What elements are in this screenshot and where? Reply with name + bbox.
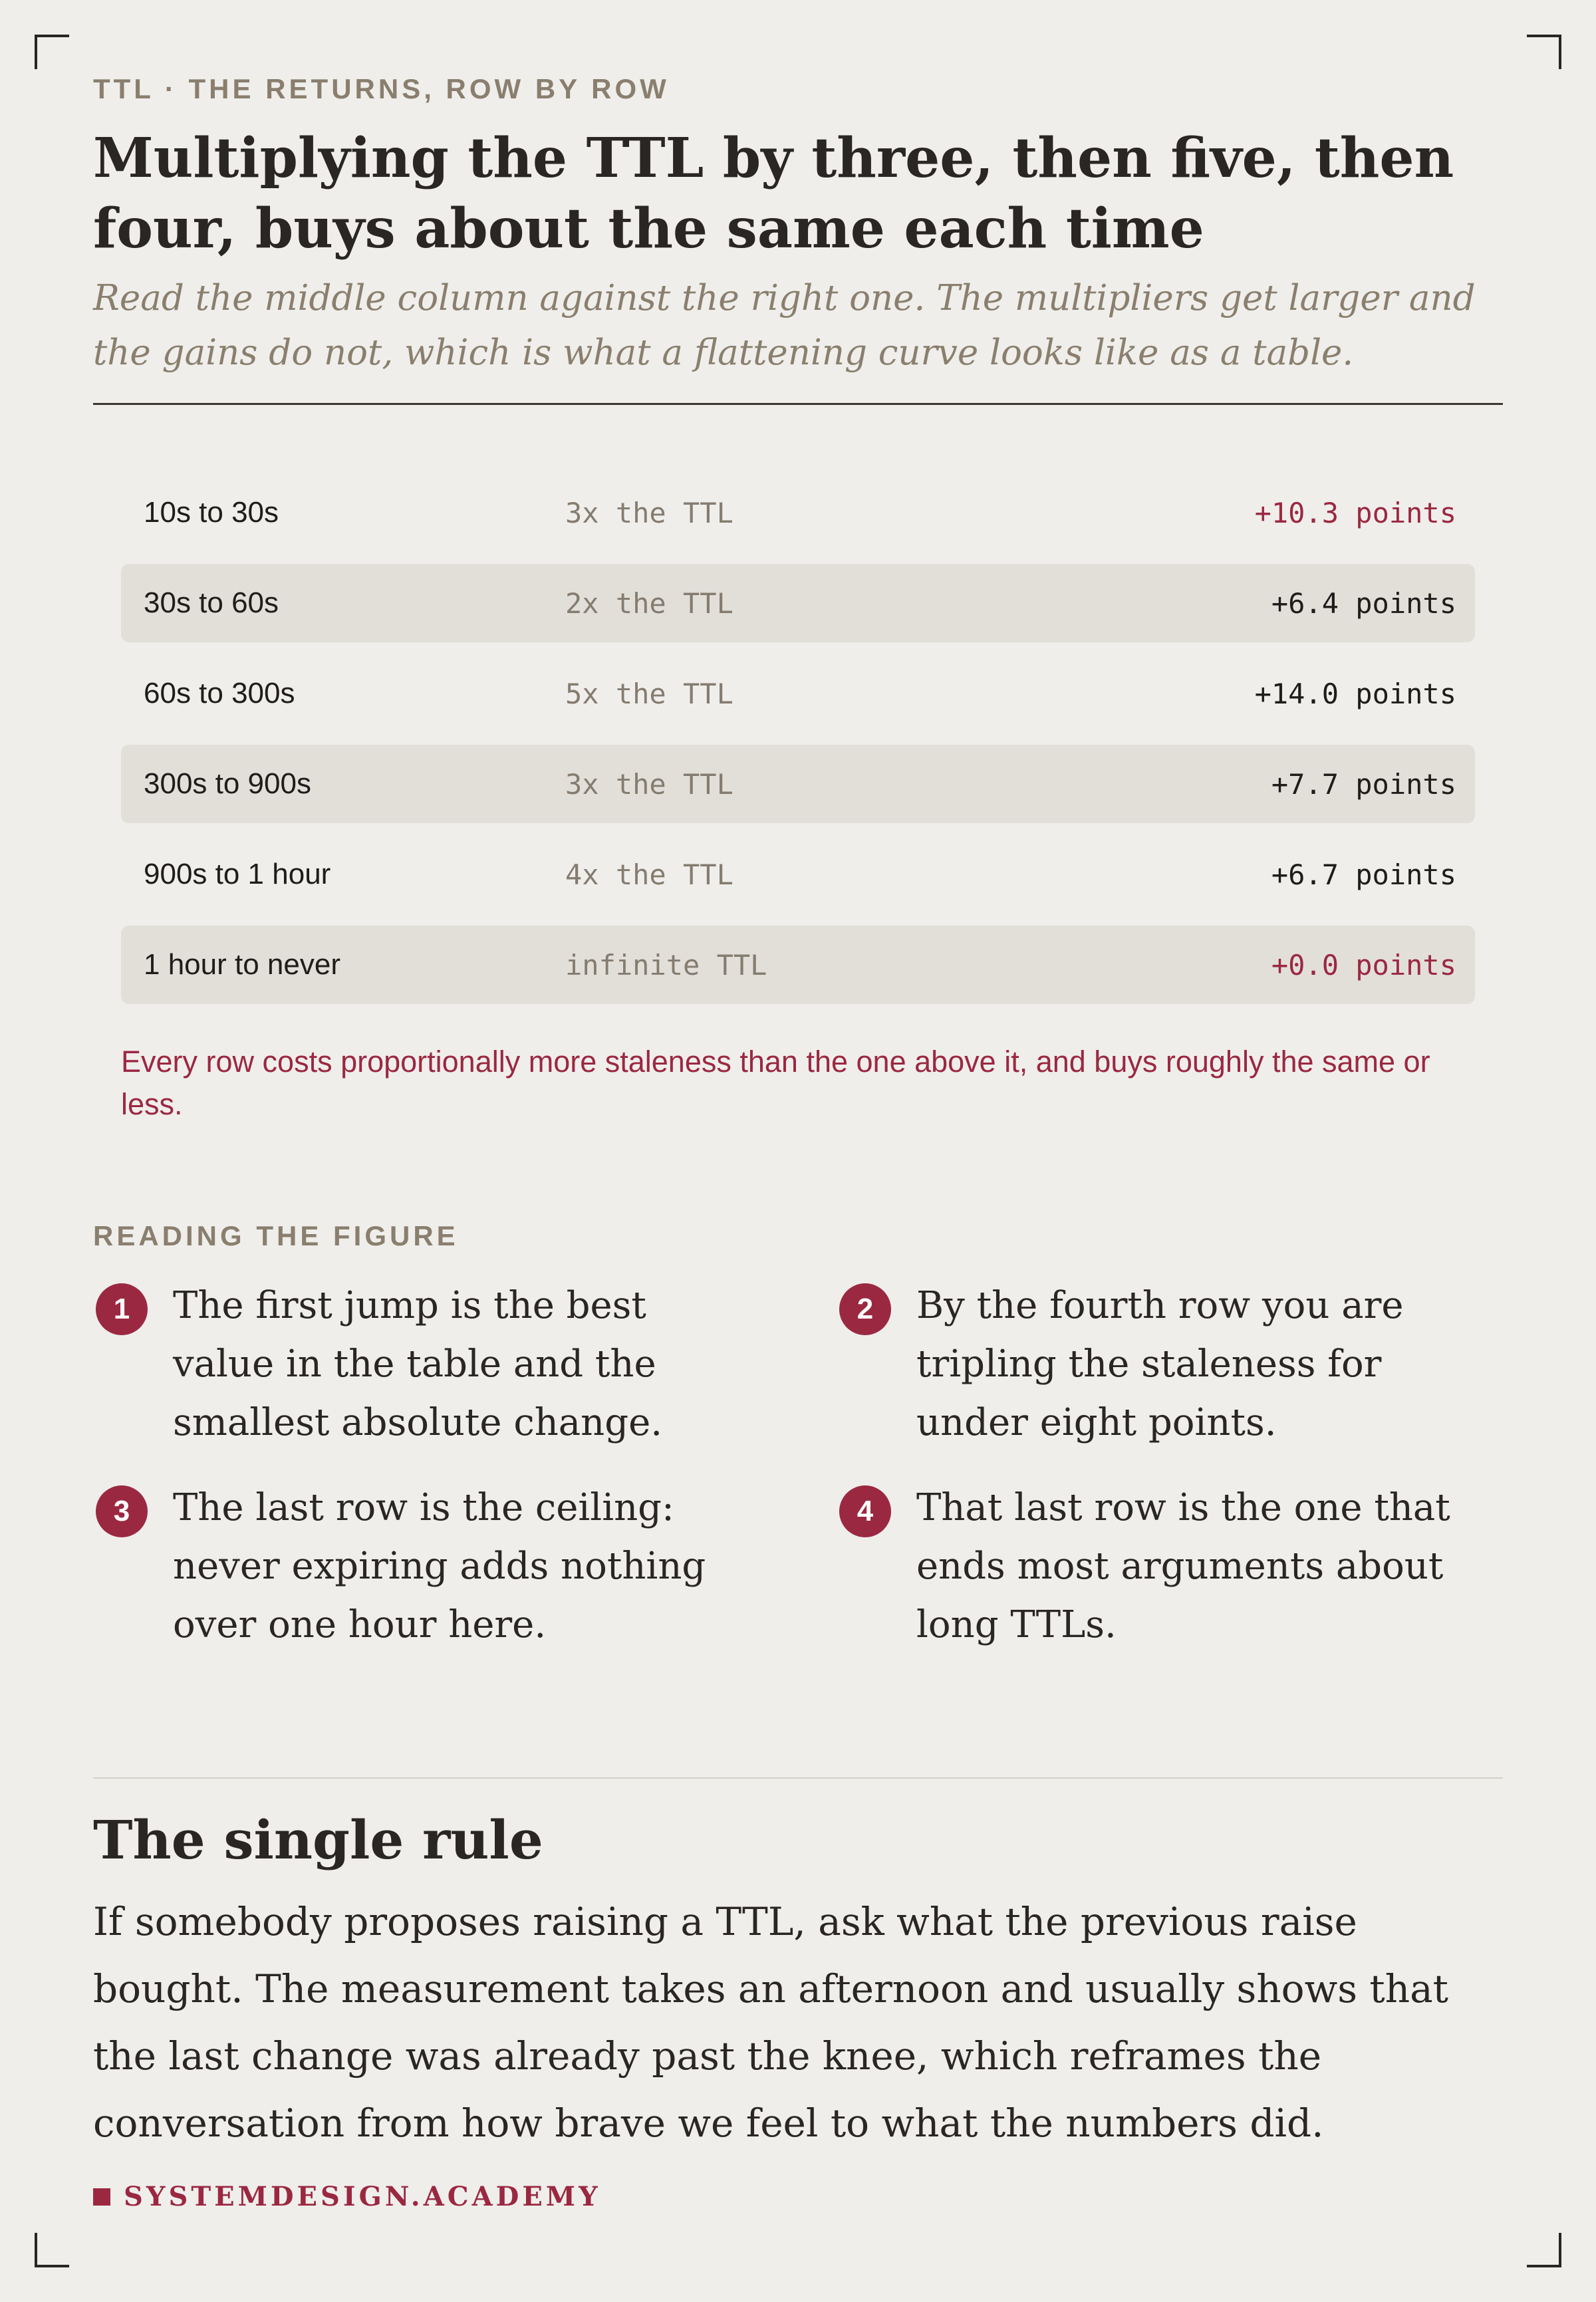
section-divider: [93, 1777, 1503, 1779]
table-row: 60s to 300s 5x the TTL +14.0 points: [121, 654, 1475, 733]
corner-mark-top-left: [35, 35, 69, 69]
row-range: 30s to 60s: [144, 586, 279, 619]
number-badge: 2: [839, 1283, 891, 1335]
reading-point-text: That last row is the one that ends most …: [916, 1486, 1450, 1646]
returns-table: 10s to 30s 3x the TTL +10.3 points 30s t…: [121, 473, 1475, 1016]
corner-mark-bottom-right: [1527, 2233, 1561, 2267]
brand-name: SYSTEMDESIGN.ACADEMY: [124, 2181, 601, 2212]
eyebrow-label: TTL · THE RETURNS, ROW BY ROW: [93, 73, 670, 104]
rule-heading: The single rule: [93, 1809, 543, 1871]
row-range: 1 hour to never: [144, 948, 340, 981]
row-multiplier: 3x the TTL: [565, 767, 733, 801]
row-range: 900s to 1 hour: [144, 858, 331, 890]
row-gain: +14.0 points: [1254, 677, 1456, 710]
reading-section-label: READING THE FIGURE: [93, 1220, 459, 1251]
header-divider: [93, 403, 1503, 405]
table-note: Every row costs proportionally more stal…: [121, 1045, 1430, 1121]
table-row: 1 hour to never infinite TTL +0.0 points: [121, 926, 1475, 1004]
page-subtitle: Read the middle column against the right…: [93, 278, 1476, 373]
number-badge: 1: [96, 1283, 148, 1335]
reading-point-text: The last row is the ceiling: never expir…: [173, 1486, 706, 1646]
table-row: 900s to 1 hour 4x the TTL +6.7 points: [121, 835, 1475, 914]
row-gain: +10.3 points: [1254, 496, 1456, 529]
row-gain: +0.0 points: [1271, 948, 1456, 981]
row-multiplier: infinite TTL: [565, 948, 767, 981]
row-range: 60s to 300s: [144, 677, 295, 709]
table-row: 300s to 900s 3x the TTL +7.7 points: [121, 745, 1475, 823]
row-multiplier: 3x the TTL: [565, 496, 733, 529]
number-badge: 4: [839, 1485, 891, 1537]
corner-mark-top-right: [1527, 35, 1561, 69]
reading-point-text: The first jump is the best value in the …: [173, 1284, 663, 1444]
corner-mark-bottom-left: [35, 2233, 69, 2267]
table-row: 10s to 30s 3x the TTL +10.3 points: [121, 473, 1475, 552]
footer-brand: SYSTEMDESIGN.ACADEMY: [93, 2181, 601, 2212]
row-range: 10s to 30s: [144, 496, 279, 529]
number-badge: 3: [96, 1485, 148, 1537]
square-bullet-icon: [93, 2188, 110, 2206]
reading-point-text: By the fourth row you are tripling the s…: [916, 1284, 1404, 1444]
rule-body: If somebody proposes raising a TTL, ask …: [93, 1899, 1448, 2146]
row-gain: +7.7 points: [1271, 767, 1456, 801]
table-row: 30s to 60s 2x the TTL +6.4 points: [121, 564, 1475, 642]
row-multiplier: 5x the TTL: [565, 677, 733, 710]
row-gain: +6.4 points: [1271, 586, 1456, 620]
row-range: 300s to 900s: [144, 767, 311, 800]
row-multiplier: 2x the TTL: [565, 586, 733, 620]
page-title: Multiplying the TTL by three, then five,…: [93, 126, 1454, 261]
row-multiplier: 4x the TTL: [565, 858, 733, 891]
row-gain: +6.7 points: [1271, 858, 1456, 891]
